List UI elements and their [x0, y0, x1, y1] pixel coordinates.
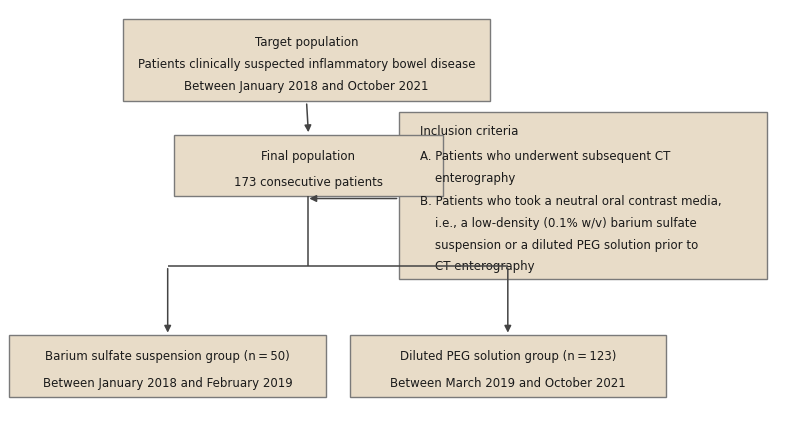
- Text: Barium sulfate suspension group (n = 50): Barium sulfate suspension group (n = 50): [45, 350, 290, 363]
- Text: CT enterography: CT enterography: [420, 260, 534, 273]
- Text: A. Patients who underwent subsequent CT: A. Patients who underwent subsequent CT: [420, 150, 670, 163]
- Text: enterography: enterography: [420, 172, 515, 185]
- Text: Patients clinically suspected inflammatory bowel disease: Patients clinically suspected inflammato…: [138, 58, 475, 71]
- Text: i.e., a low-density (0.1% w/v) barium sulfate: i.e., a low-density (0.1% w/v) barium su…: [420, 217, 696, 230]
- FancyBboxPatch shape: [399, 112, 767, 279]
- Text: Inclusion criteria: Inclusion criteria: [420, 125, 518, 138]
- FancyBboxPatch shape: [174, 135, 443, 196]
- FancyBboxPatch shape: [9, 335, 326, 397]
- FancyBboxPatch shape: [350, 335, 666, 397]
- Text: Between March 2019 and October 2021: Between March 2019 and October 2021: [390, 377, 626, 390]
- Text: B. Patients who took a neutral oral contrast media,: B. Patients who took a neutral oral cont…: [420, 195, 721, 208]
- Text: Target population: Target population: [255, 35, 358, 49]
- Text: Between January 2018 and October 2021: Between January 2018 and October 2021: [184, 80, 429, 93]
- Text: Between January 2018 and February 2019: Between January 2018 and February 2019: [43, 377, 293, 390]
- FancyBboxPatch shape: [123, 19, 490, 101]
- Text: Diluted PEG solution group (n = 123): Diluted PEG solution group (n = 123): [399, 350, 616, 363]
- Text: Final population: Final population: [262, 150, 355, 163]
- Text: suspension or a diluted PEG solution prior to: suspension or a diluted PEG solution pri…: [420, 239, 698, 252]
- Text: 173 consecutive patients: 173 consecutive patients: [234, 176, 383, 189]
